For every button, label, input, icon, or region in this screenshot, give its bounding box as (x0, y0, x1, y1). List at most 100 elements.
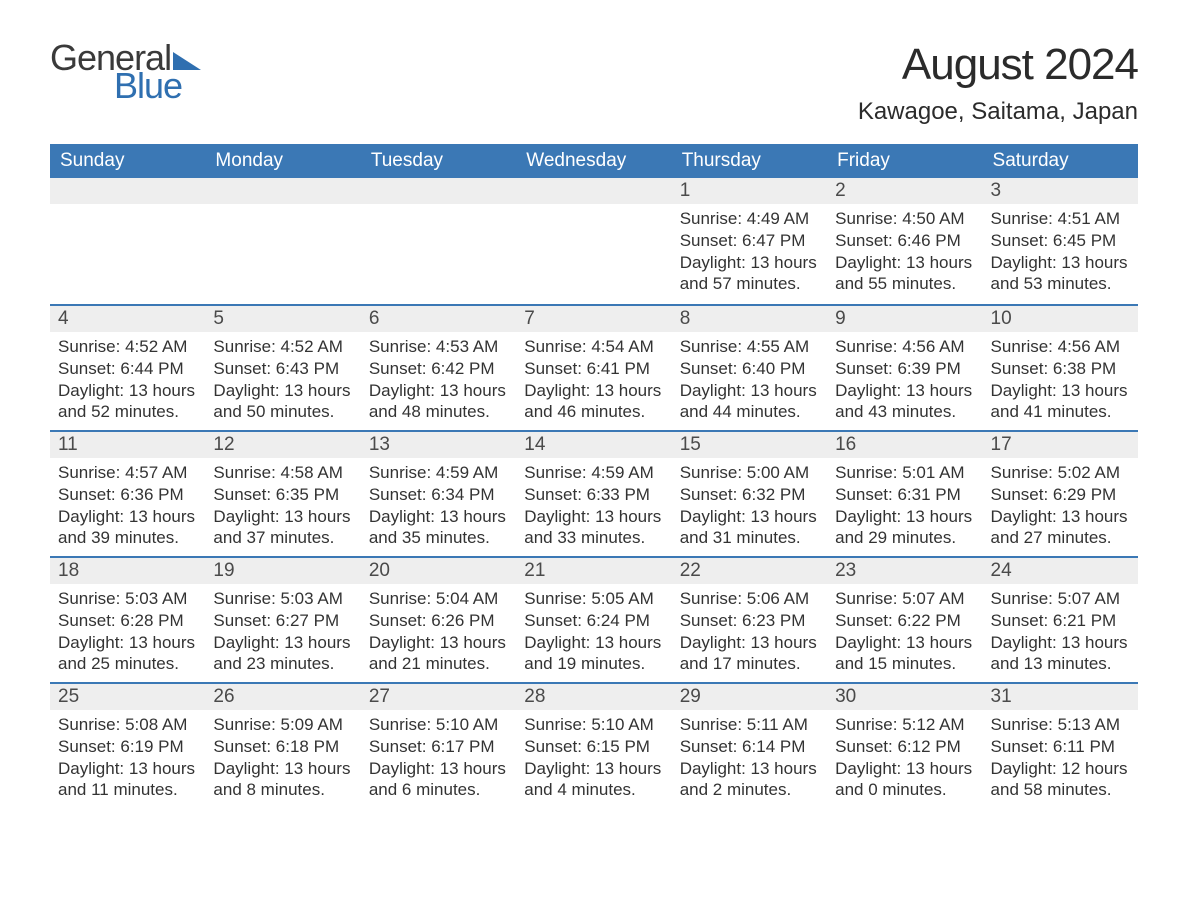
day-number: 9 (827, 306, 982, 332)
day-number: 1 (672, 178, 827, 204)
sunrise-line: Sunrise: 5:08 AM (58, 714, 199, 736)
day-details: Sunrise: 5:10 AMSunset: 6:15 PMDaylight:… (516, 714, 665, 801)
day-number: 20 (361, 558, 516, 584)
sunset-line: Sunset: 6:35 PM (213, 484, 354, 506)
calendar-day: 28 Sunrise: 5:10 AMSunset: 6:15 PMDayligh… (516, 684, 671, 808)
calendar-day: 1Sunrise: 4:49 AMSunset: 6:47 PMDaylight… (672, 178, 827, 304)
sunrise-line: Sunrise: 4:52 AM (213, 336, 354, 358)
calendar-day: 23Sunrise: 5:07 AMSunset: 6:22 PMDayligh… (827, 558, 982, 682)
daylight-line: Daylight: 13 hours and 48 minutes. (369, 380, 510, 424)
daylight-line: Daylight: 13 hours and 37 minutes. (213, 506, 354, 550)
calendar-week: 1Sunrise: 4:49 AMSunset: 6:47 PMDaylight… (50, 178, 1138, 304)
calendar-day: 31Sunrise: 5:13 AMSunset: 6:11 PMDayligh… (983, 684, 1138, 808)
sunrise-line: Sunrise: 5:01 AM (835, 462, 976, 484)
daylight-line: Daylight: 13 hours and 29 minutes. (835, 506, 976, 550)
day-number-row: 25 (50, 684, 205, 710)
daylight-line: Daylight: 13 hours and 21 minutes. (369, 632, 510, 676)
day-details: Sunrise: 5:11 AMSunset: 6:14 PMDaylight:… (672, 714, 821, 801)
daylight-line: Daylight: 13 hours and 11 minutes. (58, 758, 199, 802)
day-details: Sunrise: 5:12 AMSunset: 6:12 PMDaylight:… (827, 714, 976, 801)
sunrise-line: Sunrise: 5:07 AM (835, 588, 976, 610)
calendar-day (361, 178, 516, 304)
day-number: 24 (983, 558, 1138, 584)
location: Kawagoe, Saitama, Japan (858, 98, 1138, 126)
day-number-row: 5 (205, 306, 360, 332)
calendar-day: 17Sunrise: 5:02 AMSunset: 6:29 PMDayligh… (983, 432, 1138, 556)
calendar-day (516, 178, 671, 304)
day-number-row: 10 (983, 306, 1138, 332)
day-details: Sunrise: 5:05 AMSunset: 6:24 PMDaylight:… (516, 588, 665, 675)
day-number: 6 (361, 306, 516, 332)
sunset-line: Sunset: 6:42 PM (369, 358, 510, 380)
day-number: 30 (827, 684, 982, 710)
day-details: Sunrise: 4:59 AMSunset: 6:34 PMDaylight:… (361, 462, 510, 549)
day-number-row: 14 (516, 432, 671, 458)
weekday-header: Saturday (983, 144, 1138, 178)
day-number-row: 29 (672, 684, 827, 710)
sunrise-line: Sunrise: 5:06 AM (680, 588, 821, 610)
sunrise-line: Sunrise: 5:11 AM (680, 714, 821, 736)
title-block: August 2024 Kawagoe, Saitama, Japan (858, 40, 1138, 126)
day-number: 28 (516, 684, 671, 710)
sunrise-line: Sunrise: 4:53 AM (369, 336, 510, 358)
day-number: 7 (516, 306, 671, 332)
calendar-day: 16Sunrise: 5:01 AMSunset: 6:31 PMDayligh… (827, 432, 982, 556)
calendar-day (50, 178, 205, 304)
calendar-day: 5Sunrise: 4:52 AMSunset: 6:43 PMDaylight… (205, 306, 360, 430)
sunset-line: Sunset: 6:44 PM (58, 358, 199, 380)
sunrise-line: Sunrise: 4:52 AM (58, 336, 199, 358)
day-details: Sunrise: 5:04 AMSunset: 6:26 PMDaylight:… (361, 588, 510, 675)
daylight-line: Daylight: 13 hours and 52 minutes. (58, 380, 199, 424)
sunrise-line: Sunrise: 5:07 AM (991, 588, 1132, 610)
calendar-day: 29 Sunrise: 5:11 AMSunset: 6:14 PMDayligh… (672, 684, 827, 808)
day-number-row: 30 (827, 684, 982, 710)
sunset-line: Sunset: 6:46 PM (835, 230, 976, 252)
calendar-day: 11Sunrise: 4:57 AMSunset: 6:36 PMDayligh… (50, 432, 205, 556)
sunset-line: Sunset: 6:32 PM (680, 484, 821, 506)
sunset-line: Sunset: 6:43 PM (213, 358, 354, 380)
calendar-day: 8Sunrise: 4:55 AMSunset: 6:40 PMDaylight… (672, 306, 827, 430)
sunset-line: Sunset: 6:29 PM (991, 484, 1132, 506)
day-number-row (516, 178, 671, 204)
day-details: Sunrise: 4:56 AMSunset: 6:39 PMDaylight:… (827, 336, 976, 423)
day-number: 22 (672, 558, 827, 584)
day-number: 11 (50, 432, 205, 458)
day-number-row: 11 (50, 432, 205, 458)
sunset-line: Sunset: 6:36 PM (58, 484, 199, 506)
calendar-week: 4Sunrise: 4:52 AMSunset: 6:44 PMDaylight… (50, 304, 1138, 430)
day-details: Sunrise: 5:00 AMSunset: 6:32 PMDaylight:… (672, 462, 821, 549)
day-details: Sunrise: 4:58 AMSunset: 6:35 PMDaylight:… (205, 462, 354, 549)
sunset-line: Sunset: 6:18 PM (213, 736, 354, 758)
sunset-line: Sunset: 6:45 PM (991, 230, 1132, 252)
day-number-row (50, 178, 205, 204)
calendar-day (205, 178, 360, 304)
calendar-day: 10Sunrise: 4:56 AMSunset: 6:38 PMDayligh… (983, 306, 1138, 430)
day-number-row: 8 (672, 306, 827, 332)
day-details: Sunrise: 4:52 AMSunset: 6:44 PMDaylight:… (50, 336, 199, 423)
daylight-line: Daylight: 13 hours and 31 minutes. (680, 506, 821, 550)
daylight-line: Daylight: 13 hours and 23 minutes. (213, 632, 354, 676)
day-number-row: 7 (516, 306, 671, 332)
sunrise-line: Sunrise: 4:54 AM (524, 336, 665, 358)
day-details: Sunrise: 5:06 AMSunset: 6:23 PMDaylight:… (672, 588, 821, 675)
sunrise-line: Sunrise: 5:05 AM (524, 588, 665, 610)
day-number: 3 (983, 178, 1138, 204)
daylight-line: Daylight: 13 hours and 6 minutes. (369, 758, 510, 802)
calendar-day: 22 Sunrise: 5:06 AMSunset: 6:23 PMDayligh… (672, 558, 827, 682)
day-number-row: 18 (50, 558, 205, 584)
daylight-line: Daylight: 13 hours and 13 minutes. (991, 632, 1132, 676)
sunrise-line: Sunrise: 5:09 AM (213, 714, 354, 736)
day-number: 14 (516, 432, 671, 458)
sunset-line: Sunset: 6:33 PM (524, 484, 665, 506)
sunset-line: Sunset: 6:40 PM (680, 358, 821, 380)
sunrise-line: Sunrise: 4:49 AM (680, 208, 821, 230)
weekday-header: Sunday (50, 144, 205, 178)
day-number: 21 (516, 558, 671, 584)
daylight-line: Daylight: 13 hours and 17 minutes. (680, 632, 821, 676)
sunset-line: Sunset: 6:47 PM (680, 230, 821, 252)
day-details: Sunrise: 5:01 AMSunset: 6:31 PMDaylight:… (827, 462, 976, 549)
daylight-line: Daylight: 13 hours and 44 minutes. (680, 380, 821, 424)
sunrise-line: Sunrise: 5:00 AM (680, 462, 821, 484)
header: General Blue August 2024 Kawagoe, Saitam… (50, 40, 1138, 126)
day-details: Sunrise: 5:07 AMSunset: 6:22 PMDaylight:… (827, 588, 976, 675)
